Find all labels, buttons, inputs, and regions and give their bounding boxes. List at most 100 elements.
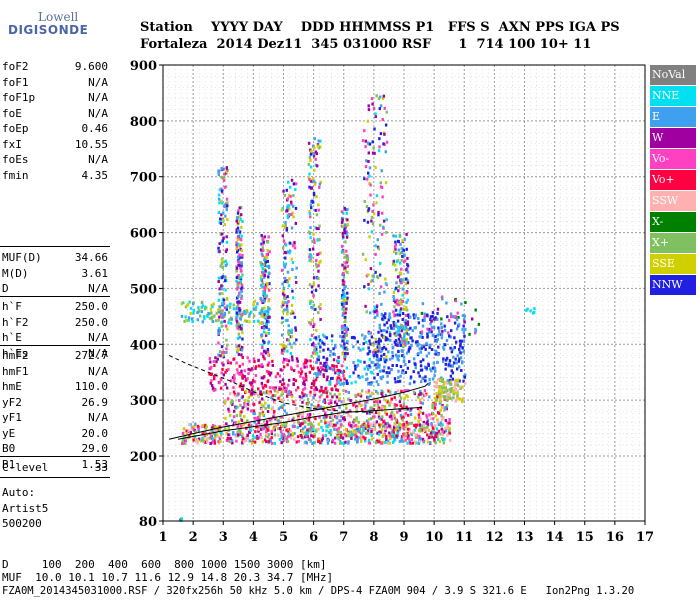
echo-dot (331, 407, 334, 411)
echo-dot (304, 358, 307, 362)
echo-dot (223, 279, 227, 283)
echo-dot (532, 311, 536, 315)
echo-dot (239, 290, 242, 294)
echo-dot (237, 263, 240, 267)
echo-dot (346, 218, 349, 222)
echo-dot (322, 408, 325, 412)
x-tick-label: 8 (369, 530, 378, 545)
echo-dot (225, 422, 228, 426)
echo-dot (526, 307, 529, 311)
echo-dot (310, 382, 314, 386)
echo-dot (286, 197, 290, 201)
echo-dot (389, 436, 392, 440)
param-value: 250.0 (74, 300, 108, 313)
echo-dot (358, 427, 361, 431)
echo-dot (388, 357, 392, 361)
echo-dot (380, 312, 384, 316)
echo-dot (235, 219, 238, 223)
echo-dot (342, 339, 346, 343)
echo-dot (328, 424, 332, 428)
echo-dot (371, 222, 375, 226)
echo-dot (313, 392, 317, 396)
echo-dot (291, 204, 295, 208)
echo-dot (373, 151, 376, 155)
echo-dot (217, 276, 221, 280)
echo-dot (456, 383, 460, 387)
echo-dot (229, 413, 232, 417)
echo-dot (450, 315, 453, 319)
echo-dot (254, 436, 257, 440)
echo-dot (436, 438, 440, 442)
echo-dot (335, 428, 339, 432)
echo-dot (333, 441, 337, 445)
echo-dot (341, 330, 344, 334)
echo-dot (406, 422, 409, 426)
echo-dot (331, 414, 334, 418)
echo-dot (397, 240, 401, 244)
echo-dot (343, 307, 347, 311)
echo-dot (308, 370, 312, 374)
echo-dot (374, 363, 377, 367)
echo-dot (367, 151, 370, 155)
echo-dot (459, 356, 463, 360)
echo-dot (290, 355, 294, 359)
echo-dot (356, 340, 359, 344)
echo-dot (278, 374, 282, 378)
echo-dot (454, 315, 457, 319)
echo-dot (329, 399, 332, 403)
echo-dot (349, 415, 352, 419)
echo-dot (345, 211, 348, 215)
echo-dot (266, 347, 270, 351)
echo-dot (448, 318, 451, 322)
echo-dot (430, 327, 433, 331)
echo-dot (260, 363, 263, 367)
echo-dot (341, 233, 344, 237)
echo-dot (325, 369, 328, 373)
echo-dot (399, 396, 403, 400)
echo-dot (379, 376, 382, 380)
echo-dot (436, 317, 439, 321)
echo-dot (407, 348, 411, 352)
echo-dot (370, 423, 374, 427)
echo-dot (391, 440, 395, 444)
echo-dot (393, 413, 396, 417)
echo-dot (369, 417, 373, 421)
echo-dot (286, 213, 290, 217)
echo-dot (311, 200, 315, 204)
echo-dot (441, 359, 445, 363)
echo-dot (333, 427, 336, 431)
echo-dot (235, 307, 238, 311)
echo-dot (240, 249, 243, 253)
echo-dot (388, 312, 391, 316)
echo-dot (282, 289, 285, 293)
echo-dot (406, 281, 410, 285)
echo-dot (217, 246, 220, 250)
echo-dot (260, 277, 263, 281)
echo-dot (372, 407, 376, 411)
echo-dot (293, 425, 296, 429)
echo-dot (333, 408, 336, 412)
echo-dot (439, 399, 442, 403)
echo-dot (306, 435, 309, 439)
y-tick-label: 500 (130, 282, 157, 297)
echo-dot (387, 434, 390, 438)
echo-dot (254, 305, 258, 309)
echo-dot (355, 419, 358, 423)
echo-dot (447, 331, 450, 335)
echo-dot (459, 386, 462, 390)
echo-dot (360, 431, 364, 435)
echo-dot (423, 316, 426, 320)
echo-dot (283, 300, 287, 304)
echo-dot (403, 335, 406, 339)
echo-dot (281, 404, 284, 408)
echo-dot (455, 367, 459, 371)
echo-dot (363, 285, 366, 289)
echo-dot (312, 154, 316, 158)
echo-dot (434, 317, 437, 321)
echo-dot (356, 429, 360, 433)
echo-dot (237, 300, 240, 304)
echo-dot (227, 321, 230, 325)
echo-dot (214, 429, 217, 433)
echo-dot (382, 420, 385, 424)
echo-dot (242, 405, 246, 409)
